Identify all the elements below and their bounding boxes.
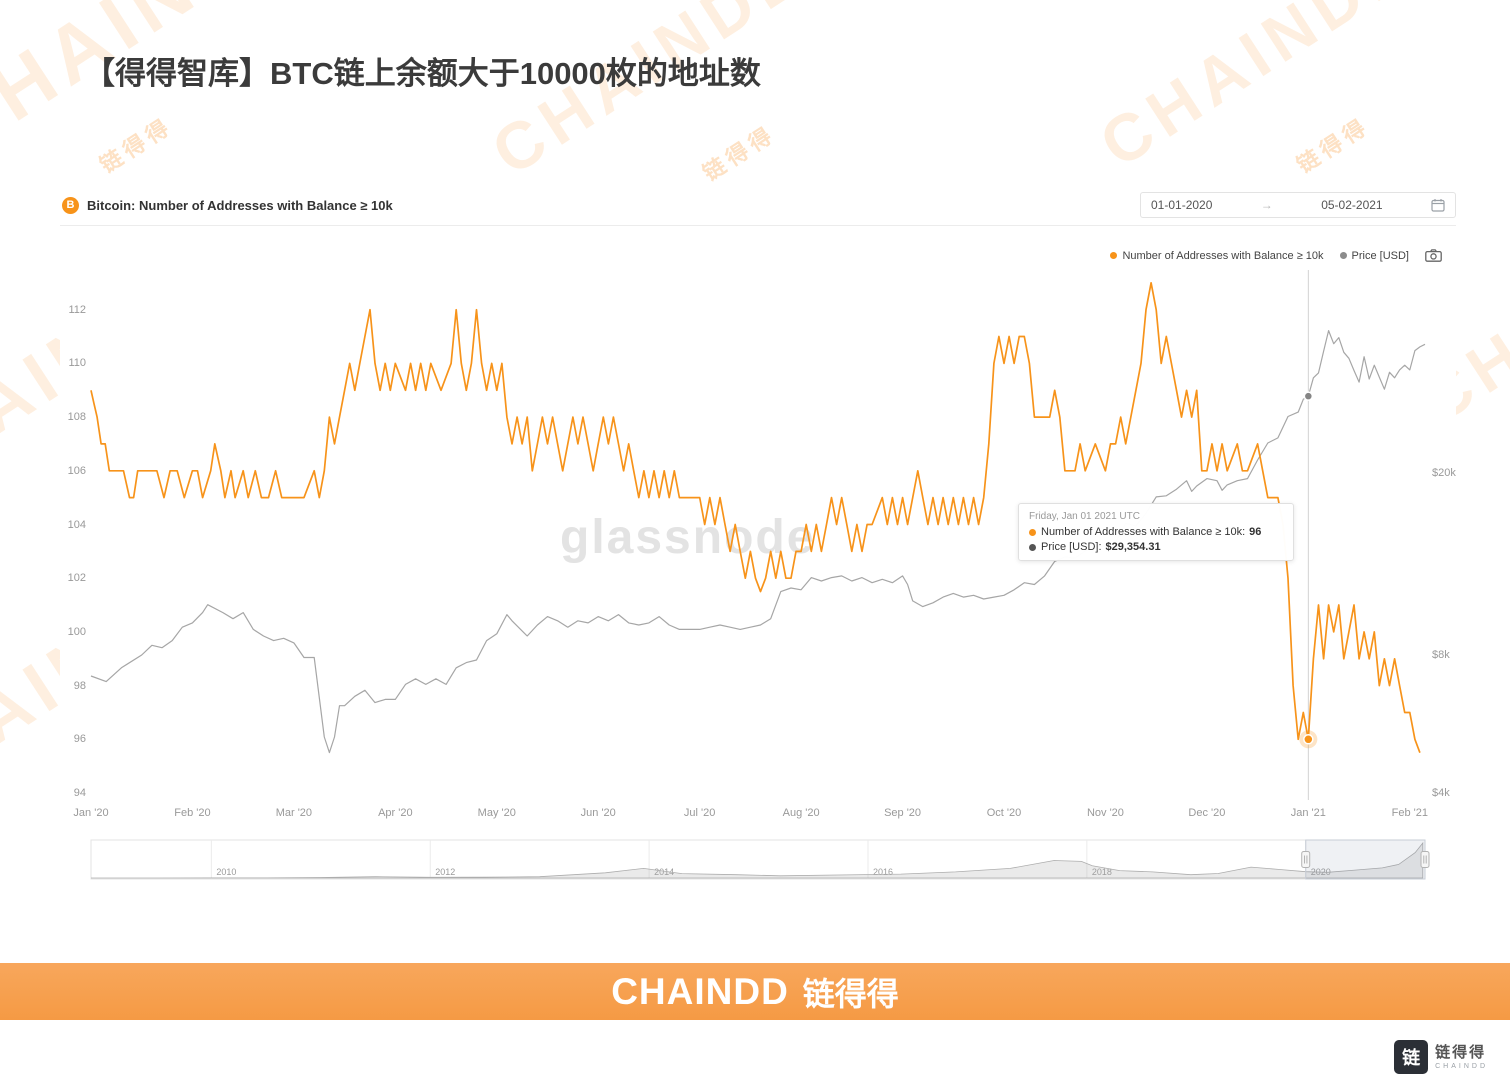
y-axis-tick-left: 106 xyxy=(67,464,86,477)
y-axis-tick-left: 108 xyxy=(67,411,86,424)
tooltip-value-addresses: 96 xyxy=(1249,526,1262,538)
corner-logo-mark: 链 xyxy=(1394,1040,1429,1074)
corner-logo-en: CHAINDD xyxy=(1435,1062,1488,1070)
legend-label-price: Price [USD] xyxy=(1351,249,1409,262)
bitcoin-icon: B xyxy=(62,196,79,214)
tooltip-date: Friday, Jan 01 2021 UTC xyxy=(1029,511,1140,522)
brand-watermark: CHAINDD xyxy=(478,0,822,190)
y-axis-tick-left: 104 xyxy=(67,518,86,531)
x-axis-tick: Feb '20 xyxy=(174,807,211,819)
brand-watermark-cn: 链得得 xyxy=(1292,112,1375,178)
date-range-picker[interactable]: 01-01-2020 → 05-02-2021 xyxy=(1140,192,1456,218)
tooltip-value-price: $29,354.31 xyxy=(1105,541,1161,553)
x-axis-labels: Jan '20 Feb '20 Mar '20 Apr '20 May '20 Jun '… xyxy=(60,185,1456,885)
x-axis-tick: Jun '20 xyxy=(580,807,616,819)
x-axis-tick: Jan '20 xyxy=(73,807,109,819)
glassnode-chart-card: B Bitcoin: Number of Addresses with Bala… xyxy=(60,185,1456,885)
x-axis-tick: Oct '20 xyxy=(986,807,1022,819)
footer-brand-cn: 链得得 xyxy=(802,975,899,1012)
tooltip-row-price: Price [USD]: $29,354.31 xyxy=(1029,541,1283,553)
x-axis-tick: Jan '21 xyxy=(1290,807,1326,819)
legend-dot-price xyxy=(1339,252,1347,259)
corner-logo-text: 链得得 CHAINDD xyxy=(1435,1045,1488,1070)
y-axis-tick-left: 98 xyxy=(73,679,86,692)
footer-brand-en: CHAINDD xyxy=(611,970,789,1012)
x-axis-tick: Jul '20 xyxy=(683,807,716,819)
chart-tooltip: Friday, Jan 01 2021 UTC Number of Addres… xyxy=(1018,503,1294,561)
y-axis-tick-left: 94 xyxy=(73,787,86,799)
camera-screenshot-button[interactable] xyxy=(1425,249,1442,262)
x-axis-tick: May '20 xyxy=(477,807,516,819)
glassnode-watermark: glassnode xyxy=(560,511,816,564)
legend-label-addresses: Number of Addresses with Balance ≥ 10k xyxy=(1122,249,1324,262)
divider xyxy=(60,225,1456,226)
chart-legend: Number of Addresses with Balance ≥ 10k P… xyxy=(1110,249,1442,262)
corner-logo-cn: 链得得 xyxy=(1435,1043,1487,1061)
y-axis-tick-right: $20k xyxy=(1432,466,1456,479)
y-axis-tick-right: $8k xyxy=(1432,649,1450,661)
y-axis-tick-left: 100 xyxy=(67,625,86,638)
corner-logo: 链 链得得 CHAINDD xyxy=(1394,1040,1488,1074)
chart-header: B Bitcoin: Number of Addresses with Bala… xyxy=(62,190,1456,220)
date-to-value[interactable]: 05-02-2021 xyxy=(1321,198,1383,212)
x-axis-tick: Dec '20 xyxy=(1188,807,1226,819)
x-axis-tick: Feb '21 xyxy=(1391,807,1428,819)
y-axis-tick-right: $4k xyxy=(1432,787,1450,799)
x-axis-tick: Mar '20 xyxy=(275,807,313,819)
footer-brand-band: CHAINDD 链得得 xyxy=(0,963,1510,1020)
y-axis-tick-left: 102 xyxy=(67,572,86,585)
y-axis-right-labels: $4k $8k $20k xyxy=(1432,185,1472,885)
brand-watermark-cn: 链得得 xyxy=(698,120,781,186)
date-arrow-icon: → xyxy=(1260,198,1273,212)
x-axis-tick: Apr '20 xyxy=(378,807,413,819)
brand-watermark: CHAINDD xyxy=(1086,0,1430,182)
tooltip-dot-price xyxy=(1029,543,1036,551)
x-axis-tick: Sep '20 xyxy=(884,807,922,819)
calendar-icon[interactable] xyxy=(1431,198,1445,212)
tooltip-label-addresses: Number of Addresses with Balance ≥ 10k: xyxy=(1041,526,1246,538)
tooltip-label-price: Price [USD]: xyxy=(1041,541,1102,553)
page-title: 【得得智库】BTC链上余额大于10000枚的地址数 xyxy=(84,56,761,91)
legend-item-price[interactable]: Price [USD] xyxy=(1339,249,1409,262)
x-axis-tick: Nov '20 xyxy=(1086,807,1124,819)
date-from-value[interactable]: 01-01-2020 xyxy=(1151,198,1213,212)
y-axis-tick-left: 110 xyxy=(68,357,86,370)
chart-title: Bitcoin: Number of Addresses with Balanc… xyxy=(87,197,393,213)
tooltip-row-addresses: Number of Addresses with Balance ≥ 10k: … xyxy=(1029,526,1283,538)
y-axis-left-labels: 94 96 98 100 102 104 106 108 110 112 xyxy=(60,185,86,885)
x-axis-tick: Aug '20 xyxy=(782,807,820,819)
y-axis-tick-left: 96 xyxy=(73,733,86,746)
y-axis-tick-left: 112 xyxy=(68,303,86,316)
tooltip-dot-addresses xyxy=(1029,528,1036,536)
brand-watermark-cn: 链得得 xyxy=(95,112,178,178)
legend-item-addresses[interactable]: Number of Addresses with Balance ≥ 10k xyxy=(1110,249,1324,262)
legend-dot-addresses xyxy=(1110,252,1118,259)
